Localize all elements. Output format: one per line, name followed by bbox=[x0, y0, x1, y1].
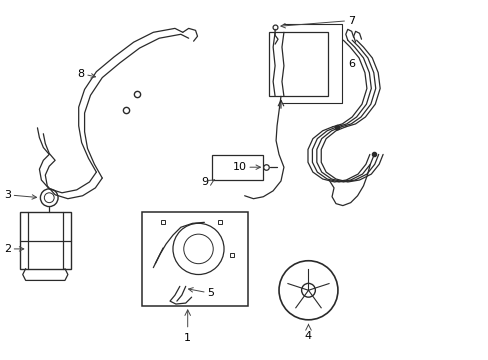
Text: 8: 8 bbox=[77, 69, 95, 79]
Bar bbox=[212, 156, 263, 180]
Text: 10: 10 bbox=[232, 162, 260, 172]
Circle shape bbox=[173, 223, 224, 275]
Circle shape bbox=[301, 283, 315, 297]
Circle shape bbox=[183, 234, 213, 264]
Bar bbox=[141, 212, 247, 306]
Text: 2: 2 bbox=[4, 244, 24, 254]
Text: 9: 9 bbox=[201, 177, 208, 187]
Text: 4: 4 bbox=[305, 330, 311, 341]
Circle shape bbox=[279, 261, 337, 320]
Bar bbox=[269, 32, 327, 96]
Text: 1: 1 bbox=[184, 333, 191, 342]
Text: 5: 5 bbox=[188, 288, 214, 298]
Text: 6: 6 bbox=[347, 59, 354, 69]
Circle shape bbox=[44, 193, 54, 203]
Text: 7: 7 bbox=[280, 15, 354, 28]
FancyBboxPatch shape bbox=[20, 212, 71, 269]
Circle shape bbox=[41, 189, 58, 207]
Text: 3: 3 bbox=[4, 190, 37, 200]
